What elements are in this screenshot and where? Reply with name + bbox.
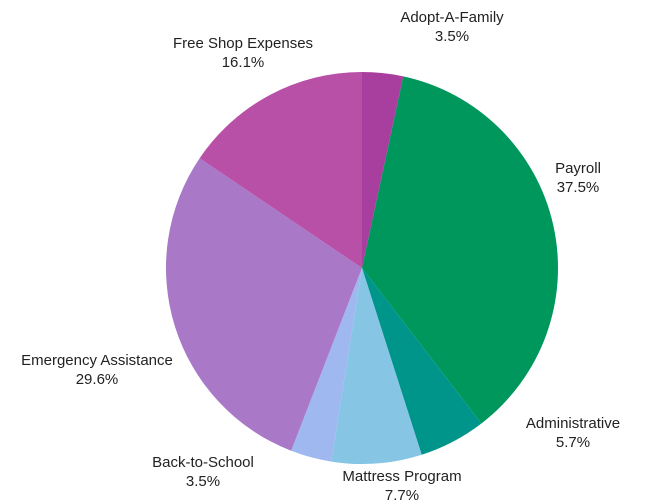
slice-label: Back-to-School 3.5% — [152, 454, 254, 490]
slice-label: Payroll 37.5% — [555, 160, 601, 196]
pie-slice-back-to-school — [291, 268, 362, 462]
slice-category-label: Adopt-A-Family — [400, 9, 504, 26]
pie-labels: Adopt-A-Family 3.5% Payroll 37.5% Administra… — [21, 9, 620, 504]
slice-label: Emergency Assistance 29.6% — [21, 352, 173, 388]
slice-value-label: 16.1% — [222, 54, 265, 71]
slice-category-label: Mattress Program — [342, 468, 461, 485]
slice-value-label: 5.7% — [556, 434, 590, 451]
slice-label: Mattress Program 7.7% — [342, 468, 461, 504]
slice-category-label: Free Shop Expenses — [173, 35, 313, 52]
pie-slice-adopt-a-family — [362, 72, 404, 268]
slice-value-label: 37.5% — [557, 179, 600, 196]
slice-category-label: Payroll — [555, 160, 601, 177]
pie-slices — [165, 72, 559, 465]
slice-label: Administrative 5.7% — [526, 415, 620, 451]
pie-slice-free-shop-expenses — [199, 72, 362, 268]
slice-category-label: Administrative — [526, 415, 620, 432]
slice-label: Free Shop Expenses 16.1% — [173, 35, 313, 71]
slice-value-label: 7.7% — [385, 487, 419, 504]
pie-slice-administrative — [362, 268, 482, 455]
slice-value-label: 29.6% — [76, 371, 119, 388]
pie-slice-mattress-program — [331, 268, 422, 465]
slice-value-label: 3.5% — [435, 28, 469, 45]
slice-label: Adopt-A-Family 3.5% — [400, 9, 504, 45]
slice-category-label: Back-to-School — [152, 454, 254, 471]
slice-value-label: 3.5% — [186, 473, 220, 490]
pie-slice-emergency-assistance — [165, 158, 362, 451]
pie-slice-payroll — [362, 76, 559, 424]
slice-category-label: Emergency Assistance — [21, 352, 173, 369]
